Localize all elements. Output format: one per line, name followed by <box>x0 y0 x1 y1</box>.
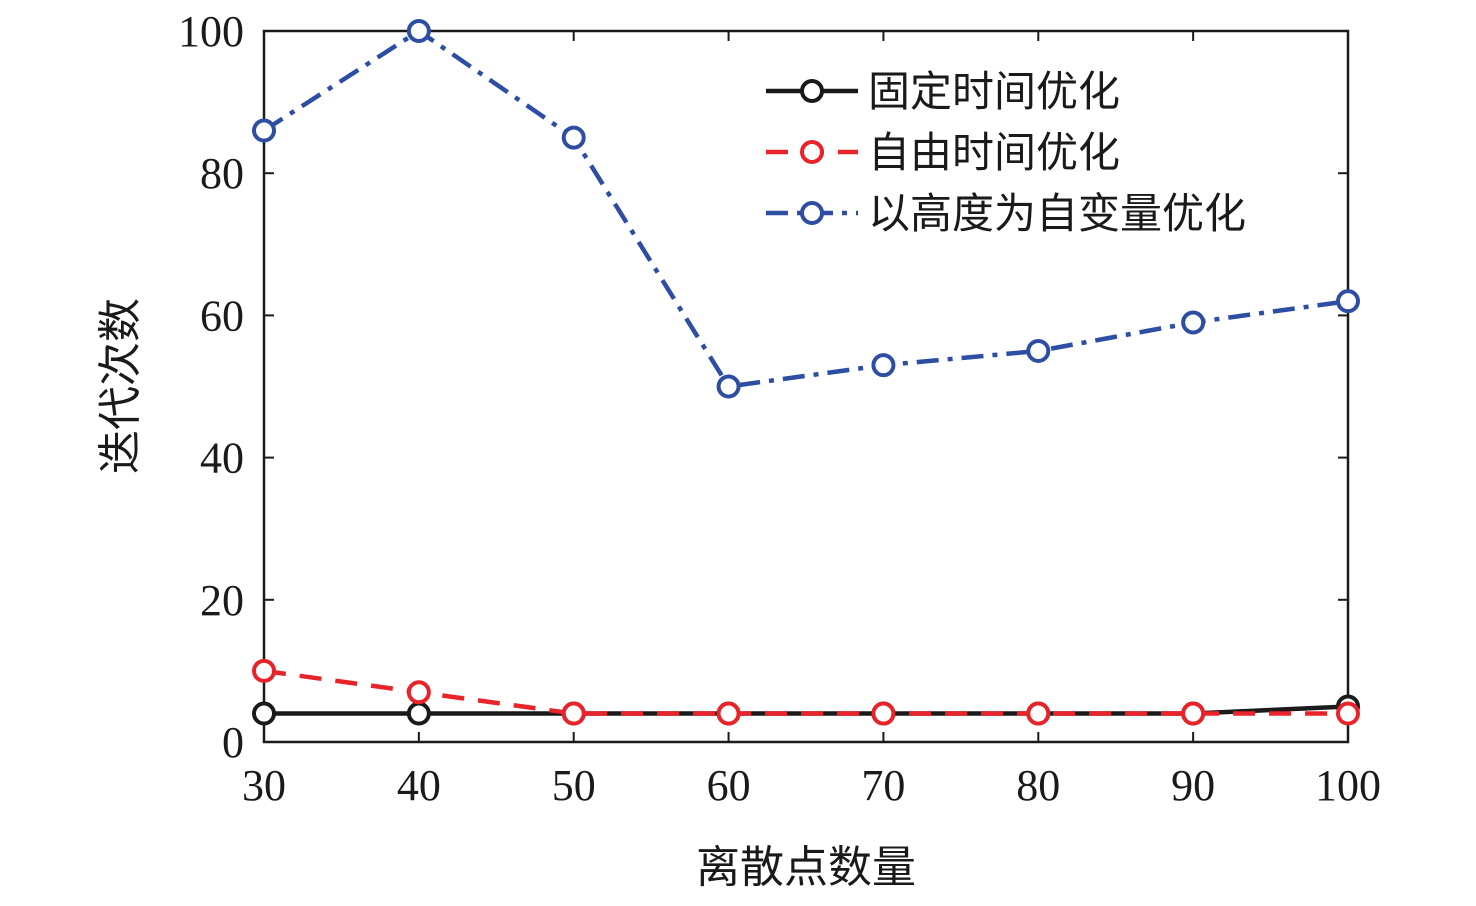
legend-marker <box>800 79 824 103</box>
legend-label: 自由时间优化 <box>868 128 1120 177</box>
data-point <box>252 658 276 683</box>
legend-item: 以高度为自变量优化 <box>766 189 1246 238</box>
data-point <box>561 125 586 150</box>
x-tick-label: 80 <box>1016 761 1060 810</box>
series-3 <box>252 19 1360 399</box>
data-point <box>406 680 431 705</box>
legend-label: 以高度为自变量优化 <box>868 189 1246 238</box>
y-tick-label: 20 <box>200 576 244 625</box>
data-point <box>1336 289 1360 314</box>
x-tick-label: 70 <box>861 761 905 810</box>
data-point <box>252 118 276 143</box>
series-2 <box>252 658 1360 726</box>
data-point <box>1181 310 1206 335</box>
x-axis-title: 离散点数量 <box>696 842 916 893</box>
series-line <box>262 28 1349 389</box>
data-point <box>1336 701 1360 726</box>
x-tick-label: 100 <box>1315 761 1381 810</box>
data-point <box>1026 701 1051 726</box>
x-axis-ticks: 30 40 50 60 70 80 90 100 <box>242 31 1381 810</box>
data-point <box>871 353 896 378</box>
data-point <box>252 701 276 726</box>
x-tick-label: 60 <box>707 761 751 810</box>
series-line <box>263 668 1348 716</box>
data-point <box>406 19 431 43</box>
x-tick-label: 90 <box>1171 761 1215 810</box>
y-tick-label: 100 <box>178 7 244 56</box>
data-point <box>716 374 741 399</box>
data-point <box>716 701 741 726</box>
legend-item: 固定时间优化 <box>766 67 1120 116</box>
y-tick-label: 80 <box>200 149 244 198</box>
legend-item: 自由时间优化 <box>766 128 1120 177</box>
legend-marker <box>800 140 824 164</box>
plot-frame <box>262 29 1350 744</box>
y-axis-ticks: 0 20 40 60 80 100 <box>178 7 1348 767</box>
legend-label: 固定时间优化 <box>868 67 1120 116</box>
y-axis-title: 迭代次数 <box>95 298 146 474</box>
data-point <box>561 701 586 726</box>
y-tick-label: 0 <box>222 718 244 767</box>
x-tick-label: 30 <box>242 761 286 810</box>
data-point <box>871 701 896 726</box>
legend-marker <box>800 201 824 225</box>
x-tick-label: 40 <box>397 761 441 810</box>
y-tick-label: 60 <box>200 291 244 340</box>
y-tick-label: 40 <box>200 434 244 483</box>
data-point <box>1026 338 1051 363</box>
series-layer <box>252 19 1360 726</box>
data-point <box>1181 701 1206 726</box>
data-point <box>406 701 431 726</box>
x-tick-label: 50 <box>552 761 596 810</box>
